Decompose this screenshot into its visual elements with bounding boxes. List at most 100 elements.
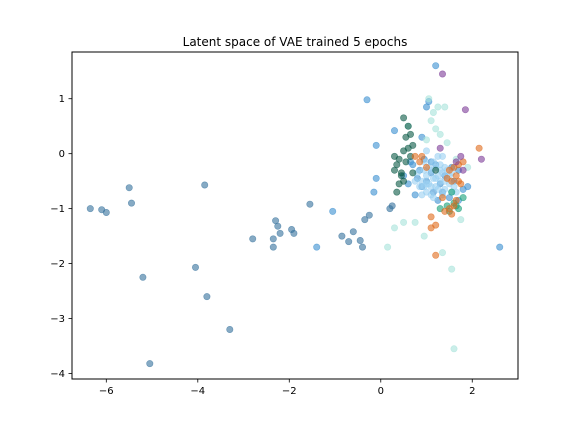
scatter-point bbox=[400, 114, 408, 122]
scatter-point bbox=[226, 325, 234, 333]
scatter-point bbox=[363, 96, 371, 104]
scatter-point bbox=[448, 177, 456, 185]
scatter-point bbox=[475, 144, 483, 152]
scatter-point bbox=[416, 183, 424, 191]
scatter-point bbox=[434, 185, 442, 193]
scatter-point bbox=[434, 103, 442, 111]
scatter-point bbox=[420, 232, 428, 240]
scatter-point bbox=[411, 218, 419, 226]
scatter-point bbox=[427, 117, 435, 125]
scatter-point bbox=[450, 345, 458, 353]
scatter-point bbox=[345, 238, 353, 246]
x-tick-label: −6 bbox=[99, 386, 114, 397]
scatter-point bbox=[429, 194, 437, 202]
scatter-point bbox=[397, 172, 405, 180]
scatter-point bbox=[422, 103, 430, 111]
chart-title: Latent space of VAE trained 5 epochs bbox=[183, 35, 408, 49]
scatter-point bbox=[438, 249, 446, 257]
scatter-point bbox=[457, 180, 465, 188]
scatter-point bbox=[400, 218, 408, 226]
scatter-point bbox=[429, 109, 437, 117]
scatter-point bbox=[441, 103, 449, 111]
scatter-point bbox=[457, 216, 465, 224]
scatter-point bbox=[388, 202, 396, 210]
scatter-point bbox=[459, 166, 467, 174]
scatter-point bbox=[464, 183, 472, 191]
scatter-point bbox=[290, 229, 298, 237]
scatter-point bbox=[370, 188, 378, 196]
scatter-point bbox=[448, 188, 456, 196]
scatter-point bbox=[329, 207, 337, 215]
scatter-point bbox=[365, 211, 373, 219]
y-tick-label: −2 bbox=[50, 259, 65, 270]
scatter-point bbox=[452, 158, 460, 166]
scatter-point bbox=[422, 163, 430, 171]
scatter-point bbox=[390, 224, 398, 232]
scatter-point bbox=[418, 152, 426, 160]
scatter-point bbox=[372, 141, 380, 149]
scatter-point bbox=[477, 155, 485, 163]
scatter-point bbox=[443, 139, 451, 147]
scatter-point bbox=[125, 184, 133, 192]
points-layer bbox=[86, 62, 504, 368]
scatter-point bbox=[432, 62, 440, 70]
scatter-point bbox=[404, 144, 412, 152]
scatter-point bbox=[432, 166, 440, 174]
scatter-point bbox=[313, 243, 321, 251]
y-tick-label: 1 bbox=[59, 94, 65, 105]
scatter-point bbox=[438, 152, 446, 160]
scatter-point bbox=[432, 125, 440, 133]
scatter-point bbox=[418, 191, 426, 199]
scatter-point bbox=[411, 152, 419, 160]
y-axis: −4 −3 −2 −1 0 1 bbox=[50, 94, 72, 380]
scatter-point bbox=[393, 188, 401, 196]
scatter-point bbox=[402, 158, 410, 166]
scatter-point bbox=[361, 216, 369, 224]
scatter-point bbox=[306, 200, 314, 208]
scatter-point bbox=[338, 232, 346, 240]
x-axis: −6 −4 −2 0 2 bbox=[99, 379, 475, 397]
scatter-point bbox=[411, 191, 419, 199]
scatter-point bbox=[384, 243, 392, 251]
scatter-point bbox=[425, 95, 433, 103]
x-tick-label: 0 bbox=[378, 386, 384, 397]
scatter-point bbox=[276, 229, 284, 237]
scatter-point bbox=[432, 174, 440, 182]
scatter-point bbox=[422, 136, 430, 144]
scatter-point bbox=[406, 130, 414, 138]
y-tick-label: −1 bbox=[50, 204, 65, 215]
y-tick-label: 0 bbox=[59, 149, 65, 160]
scatter-point bbox=[427, 224, 435, 232]
scatter-point bbox=[429, 158, 437, 166]
x-tick-label: −4 bbox=[190, 386, 205, 397]
scatter-point bbox=[102, 209, 110, 217]
scatter-point bbox=[356, 237, 364, 245]
scatter-point bbox=[461, 106, 469, 114]
scatter-point bbox=[358, 243, 366, 251]
scatter-point bbox=[372, 174, 380, 182]
y-tick-label: −3 bbox=[50, 314, 65, 325]
scatter-point bbox=[448, 210, 456, 218]
scatter-point bbox=[452, 196, 460, 204]
scatter-point bbox=[201, 181, 209, 189]
x-tick-label: −2 bbox=[282, 386, 297, 397]
scatter-point bbox=[496, 243, 504, 251]
scatter-point bbox=[269, 243, 277, 251]
scatter-point bbox=[274, 222, 282, 230]
scatter-point bbox=[203, 293, 211, 301]
scatter-point bbox=[139, 273, 147, 281]
scatter-point bbox=[438, 194, 446, 202]
scatter-point bbox=[395, 155, 403, 163]
plot-frame bbox=[71, 51, 519, 380]
scatter-point bbox=[427, 183, 435, 191]
scatter-point bbox=[411, 177, 419, 185]
scatter-point bbox=[459, 194, 467, 202]
scatter-point bbox=[432, 251, 440, 259]
scatter-point bbox=[427, 213, 435, 221]
scatter-point bbox=[146, 360, 154, 368]
scatter-point bbox=[269, 235, 277, 243]
scatter-point bbox=[390, 166, 398, 174]
x-tick-label: 2 bbox=[469, 386, 475, 397]
scatter-point bbox=[457, 152, 465, 160]
